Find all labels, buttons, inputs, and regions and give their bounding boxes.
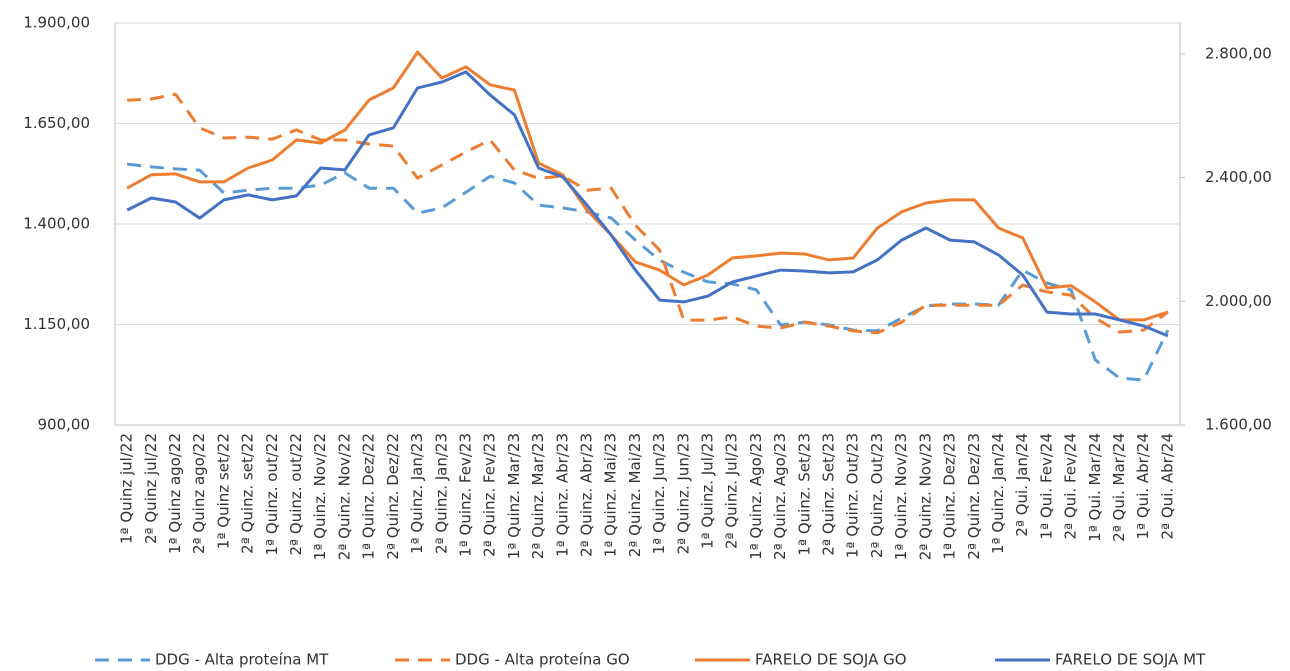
- x-tick-label: 2ª Qui. Mar/24: [1110, 433, 1128, 542]
- x-tick-label: 2ª Quinz. Out/23: [868, 433, 886, 558]
- y-tick-label: 1.650,00: [23, 114, 90, 132]
- x-tick-label: 2ª Quinz. Ago/23: [771, 433, 789, 560]
- x-tick-label: 2ª Quinz. Dez/23: [965, 433, 983, 560]
- x-tick-label: 1ª Quinz. Abr/23: [553, 433, 571, 557]
- y-tick-label: 900,00: [38, 416, 91, 434]
- x-tick-label: 2ª Quinz. out/22: [287, 433, 305, 555]
- series-line: [126, 70, 1169, 338]
- x-tick-label: 2ª Quinz. Set/23: [820, 433, 838, 556]
- x-tick-label: 2ª Quinz ago/22: [190, 433, 208, 554]
- x-tick-label: 1ª Quinz. Jan/24: [989, 433, 1007, 554]
- y2-tick-label: 2.000,00: [1205, 292, 1272, 310]
- x-tick-label: 1ª Quinz. Ago/23: [747, 433, 765, 560]
- x-tick-label: 1ª Quinz set/22: [214, 433, 232, 549]
- x-tick-label: 2ª Quinz. Abr/23: [577, 433, 595, 557]
- x-tick-label: 1ª Quinz. Out/23: [844, 433, 862, 558]
- x-tick-label: 2ª Quinz. Jul/23: [723, 433, 741, 549]
- legend-label: DDG - Alta proteína GO: [455, 651, 630, 669]
- x-tick-label: 2ª Qui. Fev/24: [1062, 433, 1080, 539]
- x-tick-label: 1ª Quinz. Jul/23: [699, 433, 717, 549]
- x-tick-label: 2ª Quinz. set/22: [239, 433, 257, 554]
- x-tick-label: 1ª Quinz jul/22: [118, 433, 136, 544]
- x-tick-label: 2ª Quinz. Dez/22: [384, 433, 402, 560]
- x-tick-label: 2ª Qui. Jan/24: [1013, 433, 1031, 537]
- x-tick-label: 1ª Quinz. Mar/23: [505, 433, 523, 559]
- series-line: [127, 92, 1169, 335]
- y-tick-label: 1.400,00: [23, 215, 90, 233]
- series-line: [126, 162, 1170, 382]
- x-tick-label: 1ª Quinz. Nov/22: [311, 433, 329, 560]
- x-tick-label: 1ª Quinz. Dez/22: [360, 433, 378, 560]
- y2-tick-label: 2.400,00: [1205, 168, 1272, 186]
- y2-tick-label: 2.800,00: [1205, 44, 1272, 62]
- series-line: [126, 50, 1169, 322]
- x-tick-label: 1ª Quinz. Fev/23: [456, 433, 474, 557]
- x-tick-label: 2ª Quinz. Jun/23: [674, 433, 692, 554]
- x-tick-label: 1ª Quinz. Mai/23: [602, 433, 620, 557]
- x-tick-label: 1ª Quinz. Jan/23: [408, 433, 426, 554]
- legend-label: FARELO DE SOJA MT: [1055, 651, 1206, 669]
- x-tick-label: 2ª Qui. Abr/24: [1158, 433, 1176, 540]
- x-tick-label: 1ª Quinz ago/22: [166, 433, 184, 554]
- x-tick-label: 1ª Quinz. Nov/23: [892, 433, 910, 560]
- x-tick-label: 2ª Quinz jul/22: [142, 433, 160, 544]
- legend-label: DDG - Alta proteína MT: [155, 651, 329, 669]
- x-tick-label: 1ª Qui. Mar/24: [1086, 433, 1104, 542]
- x-tick-label: 2ª Quinz. Nov/23: [916, 433, 934, 560]
- x-tick-label: 1ª Qui. Abr/24: [1134, 433, 1152, 540]
- y-tick-label: 1.150,00: [23, 315, 90, 333]
- x-tick-label: 1ª Quinz. Dez/23: [941, 433, 959, 560]
- x-tick-label: 1ª Quinz. out/22: [263, 433, 281, 555]
- legend-label: FARELO DE SOJA GO: [755, 651, 907, 669]
- x-tick-label: 2ª Quinz. Mar/23: [529, 433, 547, 559]
- x-tick-label: 1ª Qui. Fev/24: [1037, 433, 1055, 539]
- x-tick-label: 2ª Quinz. Jan/23: [432, 433, 450, 554]
- y2-tick-label: 1.600,00: [1205, 416, 1272, 434]
- x-tick-label: 2ª Quinz. Fev/23: [481, 433, 499, 557]
- x-tick-label: 1ª Quinz. Jun/23: [650, 433, 668, 554]
- x-tick-label: 2ª Quinz. Mai/23: [626, 433, 644, 557]
- x-tick-label: 1ª Quinz. Set/23: [795, 433, 813, 556]
- x-tick-label: 2ª Quinz. Nov/22: [335, 433, 353, 560]
- y-tick-label: 1.900,00: [23, 14, 90, 32]
